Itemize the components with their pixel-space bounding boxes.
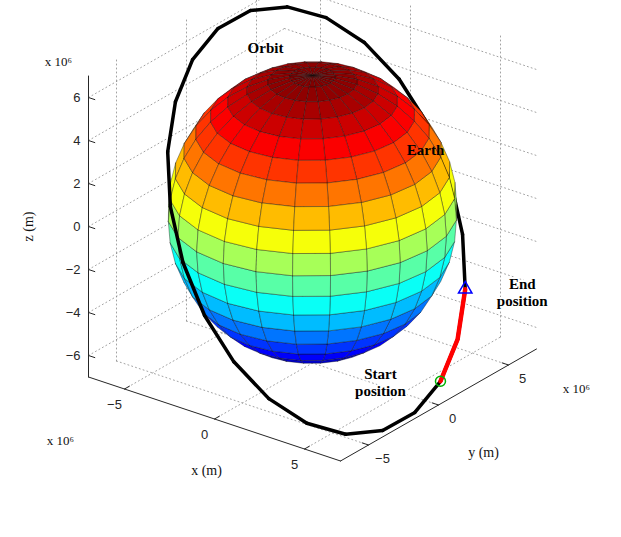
svg-text:x (m): x (m) xyxy=(191,463,222,479)
svg-text:−6: −6 xyxy=(66,348,81,363)
svg-text:0: 0 xyxy=(201,427,208,442)
svg-text:Startposition: Startposition xyxy=(355,366,407,399)
svg-text:5: 5 xyxy=(519,371,526,386)
svg-text:y (m): y (m) xyxy=(468,445,499,461)
svg-text:6: 6 xyxy=(73,90,80,105)
svg-text:x 10⁶: x 10⁶ xyxy=(563,381,590,396)
svg-text:Earth: Earth xyxy=(407,142,445,158)
svg-text:5: 5 xyxy=(291,457,298,472)
svg-text:Endposition: Endposition xyxy=(497,276,549,309)
svg-text:x 10⁶: x 10⁶ xyxy=(47,433,74,448)
svg-text:−2: −2 xyxy=(66,262,81,277)
svg-text:x 10⁶: x 10⁶ xyxy=(45,54,72,69)
svg-text:−4: −4 xyxy=(66,305,81,320)
svg-text:Startposition: Startposition xyxy=(355,366,407,399)
svg-text:Endposition: Endposition xyxy=(497,276,549,309)
svg-text:0: 0 xyxy=(73,219,80,234)
svg-text:−5: −5 xyxy=(107,397,122,412)
svg-text:z (m): z (m) xyxy=(21,211,37,241)
svg-text:2: 2 xyxy=(73,176,80,191)
svg-text:−5: −5 xyxy=(375,451,390,466)
svg-text:4: 4 xyxy=(73,133,80,148)
svg-text:Orbit: Orbit xyxy=(248,40,284,56)
svg-text:0: 0 xyxy=(449,411,456,426)
